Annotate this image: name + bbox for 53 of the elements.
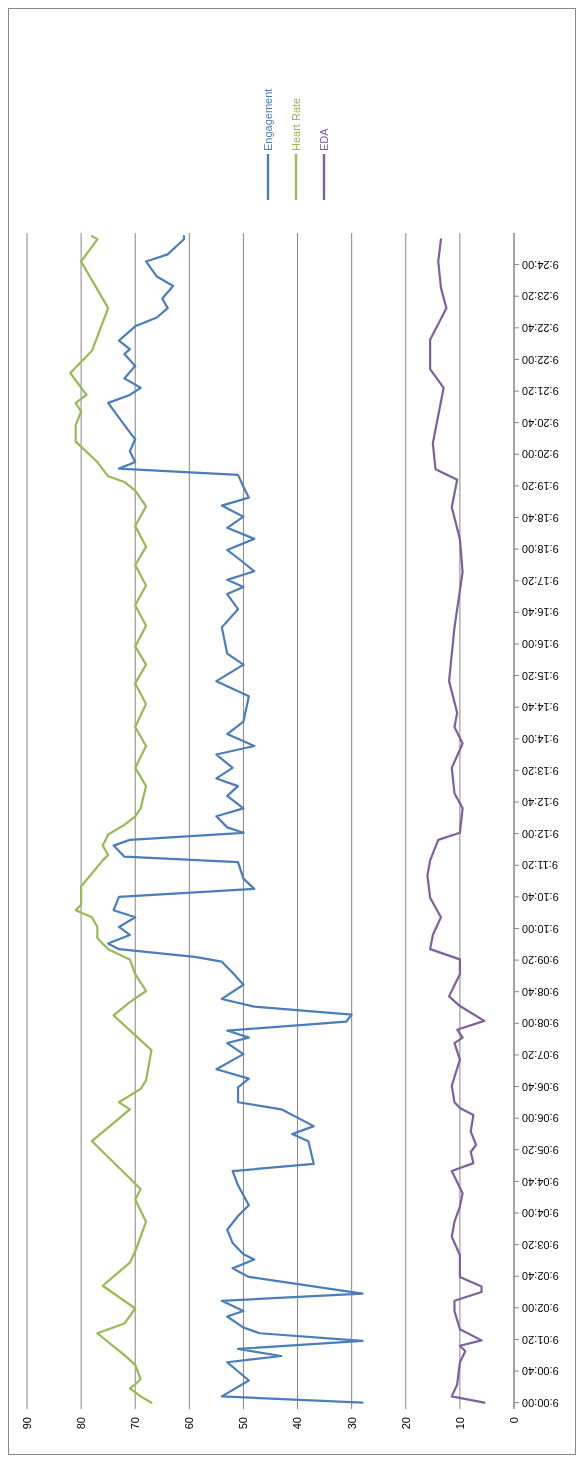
x-tick-label: 60 xyxy=(183,1417,196,1430)
y-tick-label: 9:16:00 xyxy=(522,638,559,651)
x-tick-label: 10 xyxy=(453,1417,466,1430)
y-tick-label: 9:14:40 xyxy=(522,701,559,714)
y-tick-label: 9:12:40 xyxy=(522,796,559,809)
x-tick-label: 40 xyxy=(291,1417,304,1430)
y-tick-label: 9:24:00 xyxy=(522,258,559,271)
y-tick-label: 9:18:40 xyxy=(522,511,559,524)
y-tick-label: 9:12:00 xyxy=(522,827,559,840)
y-tick-label: 9:09:20 xyxy=(522,954,559,967)
y-tick-label: 9:01:20 xyxy=(522,1333,559,1346)
y-tick-label: 9:16:40 xyxy=(522,606,559,619)
y-tick-label: 9:10:40 xyxy=(522,891,559,904)
y-tick-label: 9:08:00 xyxy=(522,1017,559,1030)
y-tick-label: 9:02:40 xyxy=(522,1270,559,1283)
y-tick-label: 9:20:00 xyxy=(522,448,559,461)
y-tick-label: 9:06:00 xyxy=(522,1112,559,1125)
y-tick-label: 9:06:40 xyxy=(522,1080,559,1093)
x-tick-label: 0 xyxy=(507,1417,520,1424)
x-tick-label: 90 xyxy=(20,1417,33,1430)
y-tick-label: 9:10:00 xyxy=(522,922,559,935)
y-tick-label: 9:20:40 xyxy=(522,416,559,429)
y-tick-label: 9:19:20 xyxy=(522,480,559,493)
y-tick-label: 9:23:20 xyxy=(522,290,559,303)
y-tick-label: 9:02:00 xyxy=(522,1301,559,1314)
y-tick-label: 9:21:20 xyxy=(522,385,559,398)
line-series xyxy=(426,238,486,1404)
x-tick-label: 80 xyxy=(74,1417,87,1430)
y-tick-label: 9:22:00 xyxy=(522,353,559,366)
text: Heart Rate xyxy=(289,97,302,151)
y-tick-label: 9:17:20 xyxy=(522,574,559,587)
y-tick-label: 9:07:20 xyxy=(522,1049,559,1062)
y-tick-label: 9:18:00 xyxy=(522,543,559,556)
x-tick-label: 30 xyxy=(345,1417,358,1430)
text: EDA xyxy=(317,127,330,151)
y-tick-label: 9:14:00 xyxy=(522,732,559,745)
y-tick-label: 9:04:00 xyxy=(522,1207,559,1220)
y-tick-label: 9:00:00 xyxy=(522,1396,559,1409)
line-series xyxy=(107,235,364,1404)
y-tick-label: 9:22:40 xyxy=(522,321,559,334)
y-tick-label: 9:15:20 xyxy=(522,669,559,682)
x-tick-label: 70 xyxy=(129,1417,142,1430)
y-tick-label: 9:05:20 xyxy=(522,1143,559,1156)
y-tick-label: 9:03:20 xyxy=(522,1238,559,1251)
x-tick-label: 50 xyxy=(237,1417,250,1430)
line-series xyxy=(69,235,153,1404)
y-tick-label: 9:11:20 xyxy=(522,859,558,872)
y-tick-label: 9:00:40 xyxy=(522,1365,559,1378)
text: Engagement xyxy=(261,88,274,151)
x-tick-label: 20 xyxy=(399,1417,412,1430)
y-tick-label: 9:08:40 xyxy=(522,985,559,998)
y-tick-label: 9:13:20 xyxy=(522,764,559,777)
y-tick-label: 9:04:40 xyxy=(522,1175,559,1188)
